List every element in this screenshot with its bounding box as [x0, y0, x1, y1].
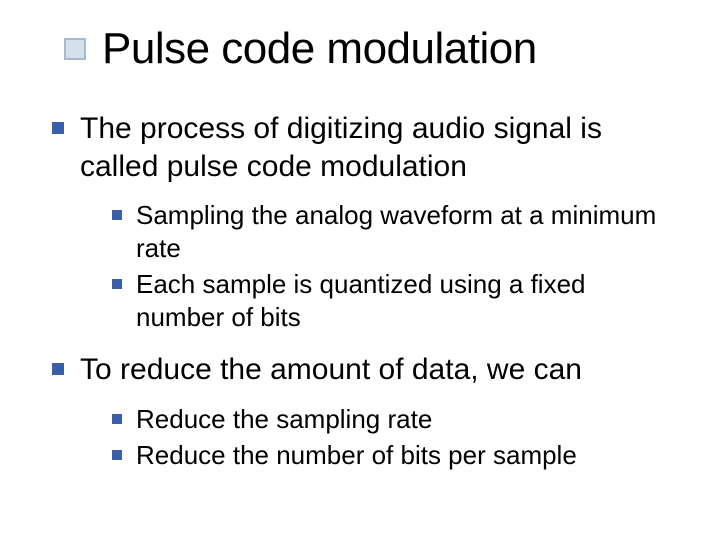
list-item-text: Reduce the sampling rate	[136, 403, 432, 436]
square-bullet-icon	[52, 122, 64, 134]
list-item-text: Each sample is quantized using a fixed n…	[136, 268, 672, 333]
square-bullet-icon	[112, 210, 122, 220]
square-bullet-icon	[112, 279, 122, 289]
list-item: Sampling the analog waveform at a minimu…	[112, 199, 672, 264]
slide-title: Pulse code modulation	[102, 24, 537, 74]
list-item: Each sample is quantized using a fixed n…	[112, 268, 672, 333]
square-bullet-icon	[112, 414, 122, 424]
sub-list: Sampling the analog waveform at a minimu…	[112, 199, 672, 333]
list-item-text: To reduce the amount of data, we can	[80, 351, 582, 389]
title-row: Pulse code modulation	[64, 24, 672, 74]
list-item-text: The process of digitizing audio signal i…	[80, 110, 672, 185]
square-bullet-icon	[112, 450, 122, 460]
square-bullet-icon	[52, 363, 64, 375]
title-bullet-icon	[64, 38, 86, 60]
list-item: The process of digitizing audio signal i…	[52, 110, 672, 185]
list-item: Reduce the number of bits per sample	[112, 439, 672, 472]
slide: Pulse code modulation The process of dig…	[0, 0, 720, 540]
sub-list: Reduce the sampling rate Reduce the numb…	[112, 403, 672, 472]
list-item: To reduce the amount of data, we can	[52, 351, 672, 389]
list-item-text: Sampling the analog waveform at a minimu…	[136, 199, 672, 264]
list-item-text: Reduce the number of bits per sample	[136, 439, 577, 472]
slide-body: The process of digitizing audio signal i…	[48, 110, 672, 472]
list-item: Reduce the sampling rate	[112, 403, 672, 436]
